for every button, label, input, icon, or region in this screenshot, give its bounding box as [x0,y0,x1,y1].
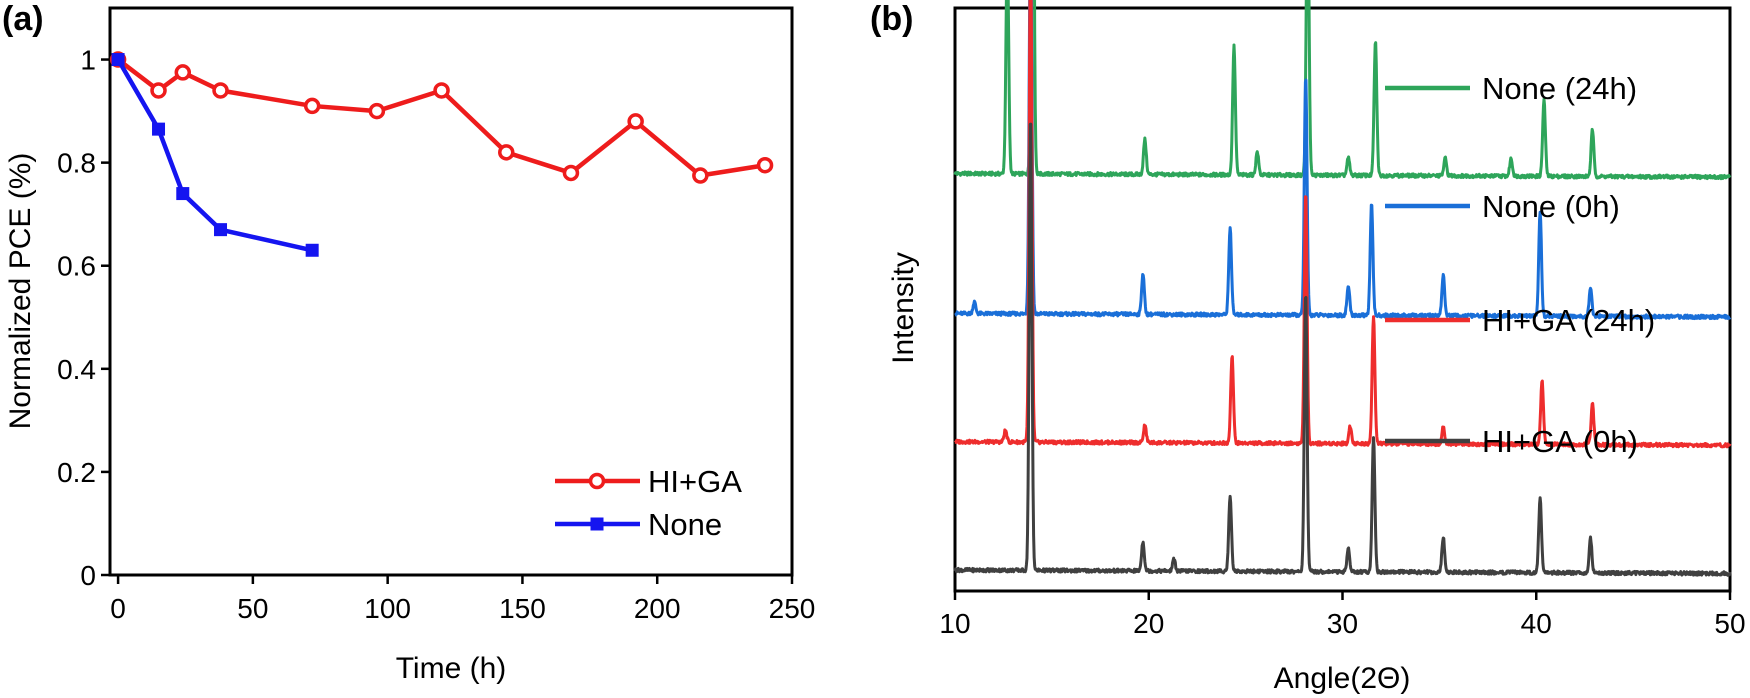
panel-a-y-tick-label: 0.8 [57,148,96,179]
panel-b-x-tick-label: 20 [1133,608,1164,639]
panel-a-y-tick-label: 0.2 [57,457,96,488]
panel-a-x-tick-label: 50 [237,593,268,624]
panel-a-x-tick-label: 100 [364,593,411,624]
legend-label-none: None [648,507,722,542]
panel-a-y-axis-title: Normalized PCE (%) [4,153,37,430]
panel-b-label: (b) [870,0,913,38]
panel-a-plot-frame [108,6,794,577]
data-point-none [214,223,228,237]
panel-a-pce-chart: (a) 0 50 100 150 200 250 0 0.2 0.4 0.6 0.8 1 Time (… [2,0,815,685]
panel-b-xrd-chart: (b) 10 20 30 40 50 Angle(2Θ) Intensity None … [870,0,1746,695]
panel-b-x-tick-label: 10 [939,608,970,639]
data-point-hi-ga [174,64,192,81]
panel-a-y-tick-label: 0 [80,560,96,591]
panel-b-x-tick-label: 30 [1327,608,1358,639]
panel-a-y-tick-label: 1 [80,45,96,76]
panel-b-ticks: 10 20 30 40 50 [939,591,1746,639]
data-point-hi-ga [150,82,167,99]
legend-label-none-0h-: None (0h) [1482,189,1620,224]
data-point-none [152,122,166,136]
data-point-hi-ga [562,164,580,182]
data-point-hi-ga [212,82,229,99]
data-point-hi-ga [498,144,515,161]
data-point-hi-ga [627,113,644,130]
panel-a-x-tick-label: 250 [769,593,816,624]
data-point-none [305,243,319,257]
panel-a-x-tick-label: 200 [634,593,681,624]
legend-label-hi-ga-24h-: HI+GA (24h) [1482,303,1655,338]
xrd-pattern-none-0h- [954,0,1732,321]
data-point-none [111,53,125,67]
panel-b-series [953,0,1732,577]
panel-b-x-tick-label: 50 [1714,608,1745,639]
panel-a-ticks: 0 50 100 150 200 250 0 0.2 0.4 0.6 0.8 1 [57,45,815,624]
panel-a-series [109,51,774,257]
panel-a-x-axis-title: Time (h) [396,652,507,685]
panel-a-y-tick-label: 0.6 [57,251,96,282]
panel-b-x-axis-title: Angle(2Θ) [1274,662,1411,695]
legend-marker-none [590,517,604,531]
data-point-hi-ga [692,167,709,184]
series-line-hi-ga [116,57,766,178]
data-point-hi-ga [368,102,386,120]
data-point-hi-ga [303,97,321,115]
panel-b-y-axis-title: Intensity [887,252,920,364]
data-point-none [176,187,190,201]
legend-marker-hi-ga [588,472,606,490]
panel-a-x-tick-label: 150 [499,593,546,624]
data-point-hi-ga [756,156,774,174]
xrd-pattern-hi-ga-0h- [953,122,1732,577]
panel-a-y-tick-label: 0.4 [57,354,96,385]
panel-b-x-tick-label: 40 [1521,608,1552,639]
panel-b-legend: None (24h) None (0h) HI+GA (24h) HI+GA (0h) [1385,71,1655,459]
legend-label-none-24h-: None (24h) [1482,71,1637,106]
data-point-hi-ga [433,82,450,99]
panel-a-x-tick-label: 0 [110,593,126,624]
legend-label-hi-ga-0h-: HI+GA (0h) [1482,424,1638,459]
panel-a-label: (a) [2,0,44,38]
xrd-pattern-none-24h- [953,0,1732,181]
legend-label-hi-ga: HI+GA [648,464,742,499]
panel-a-legend: HI+GA None [555,464,742,542]
xrd-pattern-hi-ga-24h- [953,0,1732,449]
